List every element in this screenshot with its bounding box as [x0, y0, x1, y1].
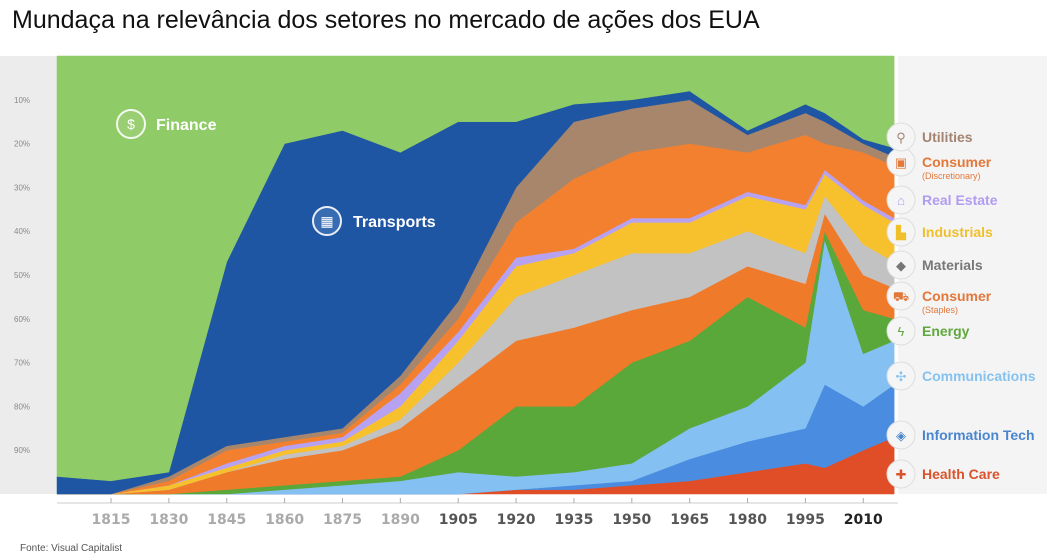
legend-label: Consumer [922, 288, 992, 304]
energy-icon-glyph: ϟ [898, 324, 905, 339]
label-finance: Finance [156, 117, 217, 134]
transports-icon [312, 206, 342, 236]
y-tick-label: 50% [14, 271, 30, 280]
y-axis-strip [0, 56, 57, 494]
y-tick-label: 20% [14, 140, 30, 149]
y-tick-label: 90% [14, 446, 30, 455]
x-tick-label: 1980 [728, 512, 767, 528]
cart-icon [886, 281, 916, 311]
x-tick-label: 1905 [439, 512, 478, 528]
x-tick-label: 2010 [844, 512, 883, 528]
legend-label: Utilities [922, 129, 973, 145]
transports-icon-glyph: ▦ [320, 213, 333, 229]
legend-sublabel: (Staples) [922, 305, 958, 315]
y-tick-label: 10% [14, 96, 30, 105]
y-tick-label: 40% [14, 227, 30, 236]
energy-icon [886, 316, 916, 346]
chart-title: Mundaça na relevância dos setores no mer… [12, 6, 760, 34]
legend-label: Real Estate [922, 192, 998, 208]
legend-sublabel: (Discretionary) [922, 171, 981, 181]
shop-icon-glyph: ▣ [895, 155, 907, 170]
finance-icon-glyph: $ [127, 116, 135, 132]
x-tick-label: 1950 [612, 512, 651, 528]
house-icon-glyph: ⌂ [897, 193, 905, 208]
legend-label: Energy [922, 323, 970, 339]
communications-icon-glyph: ✣ [896, 369, 907, 384]
x-tick-label: 1890 [381, 512, 420, 528]
factory-icon-glyph: ▙ [895, 224, 907, 241]
legend-label: Consumer [922, 154, 992, 170]
factory-icon [886, 217, 916, 247]
materials-icon-glyph: ◆ [896, 258, 906, 273]
x-tick-label: 1845 [207, 512, 246, 528]
legend-label: Health Care [922, 466, 1000, 482]
materials-icon [886, 250, 916, 280]
finance-icon [116, 109, 146, 139]
communications-icon [886, 361, 916, 391]
faucet-icon [886, 122, 916, 152]
source-note: Fonte: Visual Capitalist [20, 543, 123, 554]
y-tick-label: 70% [14, 359, 30, 368]
legend-strip [898, 56, 1047, 494]
cart-icon-glyph: ⛟ [893, 289, 909, 304]
x-tick-label: 1965 [670, 512, 709, 528]
x-tick-label: 1875 [323, 512, 362, 528]
y-tick-label: 60% [14, 315, 30, 324]
house-icon [886, 185, 916, 215]
health-care-icon [886, 459, 916, 489]
information-tech-icon-glyph: ◈ [896, 428, 906, 443]
health-care-icon-glyph: ✚ [896, 467, 907, 482]
y-tick-label: 80% [14, 402, 30, 411]
legend-label: Information Tech [922, 427, 1035, 443]
label-transports: Transports [353, 214, 436, 231]
x-tick-label: 1935 [554, 512, 593, 528]
x-tick-label: 1830 [149, 512, 188, 528]
legend-label: Industrials [922, 224, 993, 240]
x-tick-label: 1815 [92, 512, 131, 528]
faucet-icon-glyph: ⚲ [896, 130, 906, 145]
x-tick-label: 1995 [786, 512, 825, 528]
y-tick-label: 30% [14, 183, 30, 192]
information-tech-icon [886, 420, 916, 450]
x-tick-label: 1920 [497, 512, 536, 528]
x-tick-label: 1860 [265, 512, 304, 528]
legend-label: Communications [922, 368, 1036, 384]
legend-label: Materials [922, 257, 983, 273]
